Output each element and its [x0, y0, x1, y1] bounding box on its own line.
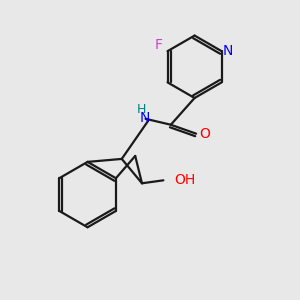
Text: OH: OH [174, 173, 195, 187]
Text: N: N [223, 44, 233, 58]
Text: H: H [136, 103, 146, 116]
Text: O: O [199, 127, 210, 141]
Text: F: F [154, 38, 163, 52]
Text: N: N [140, 111, 150, 125]
